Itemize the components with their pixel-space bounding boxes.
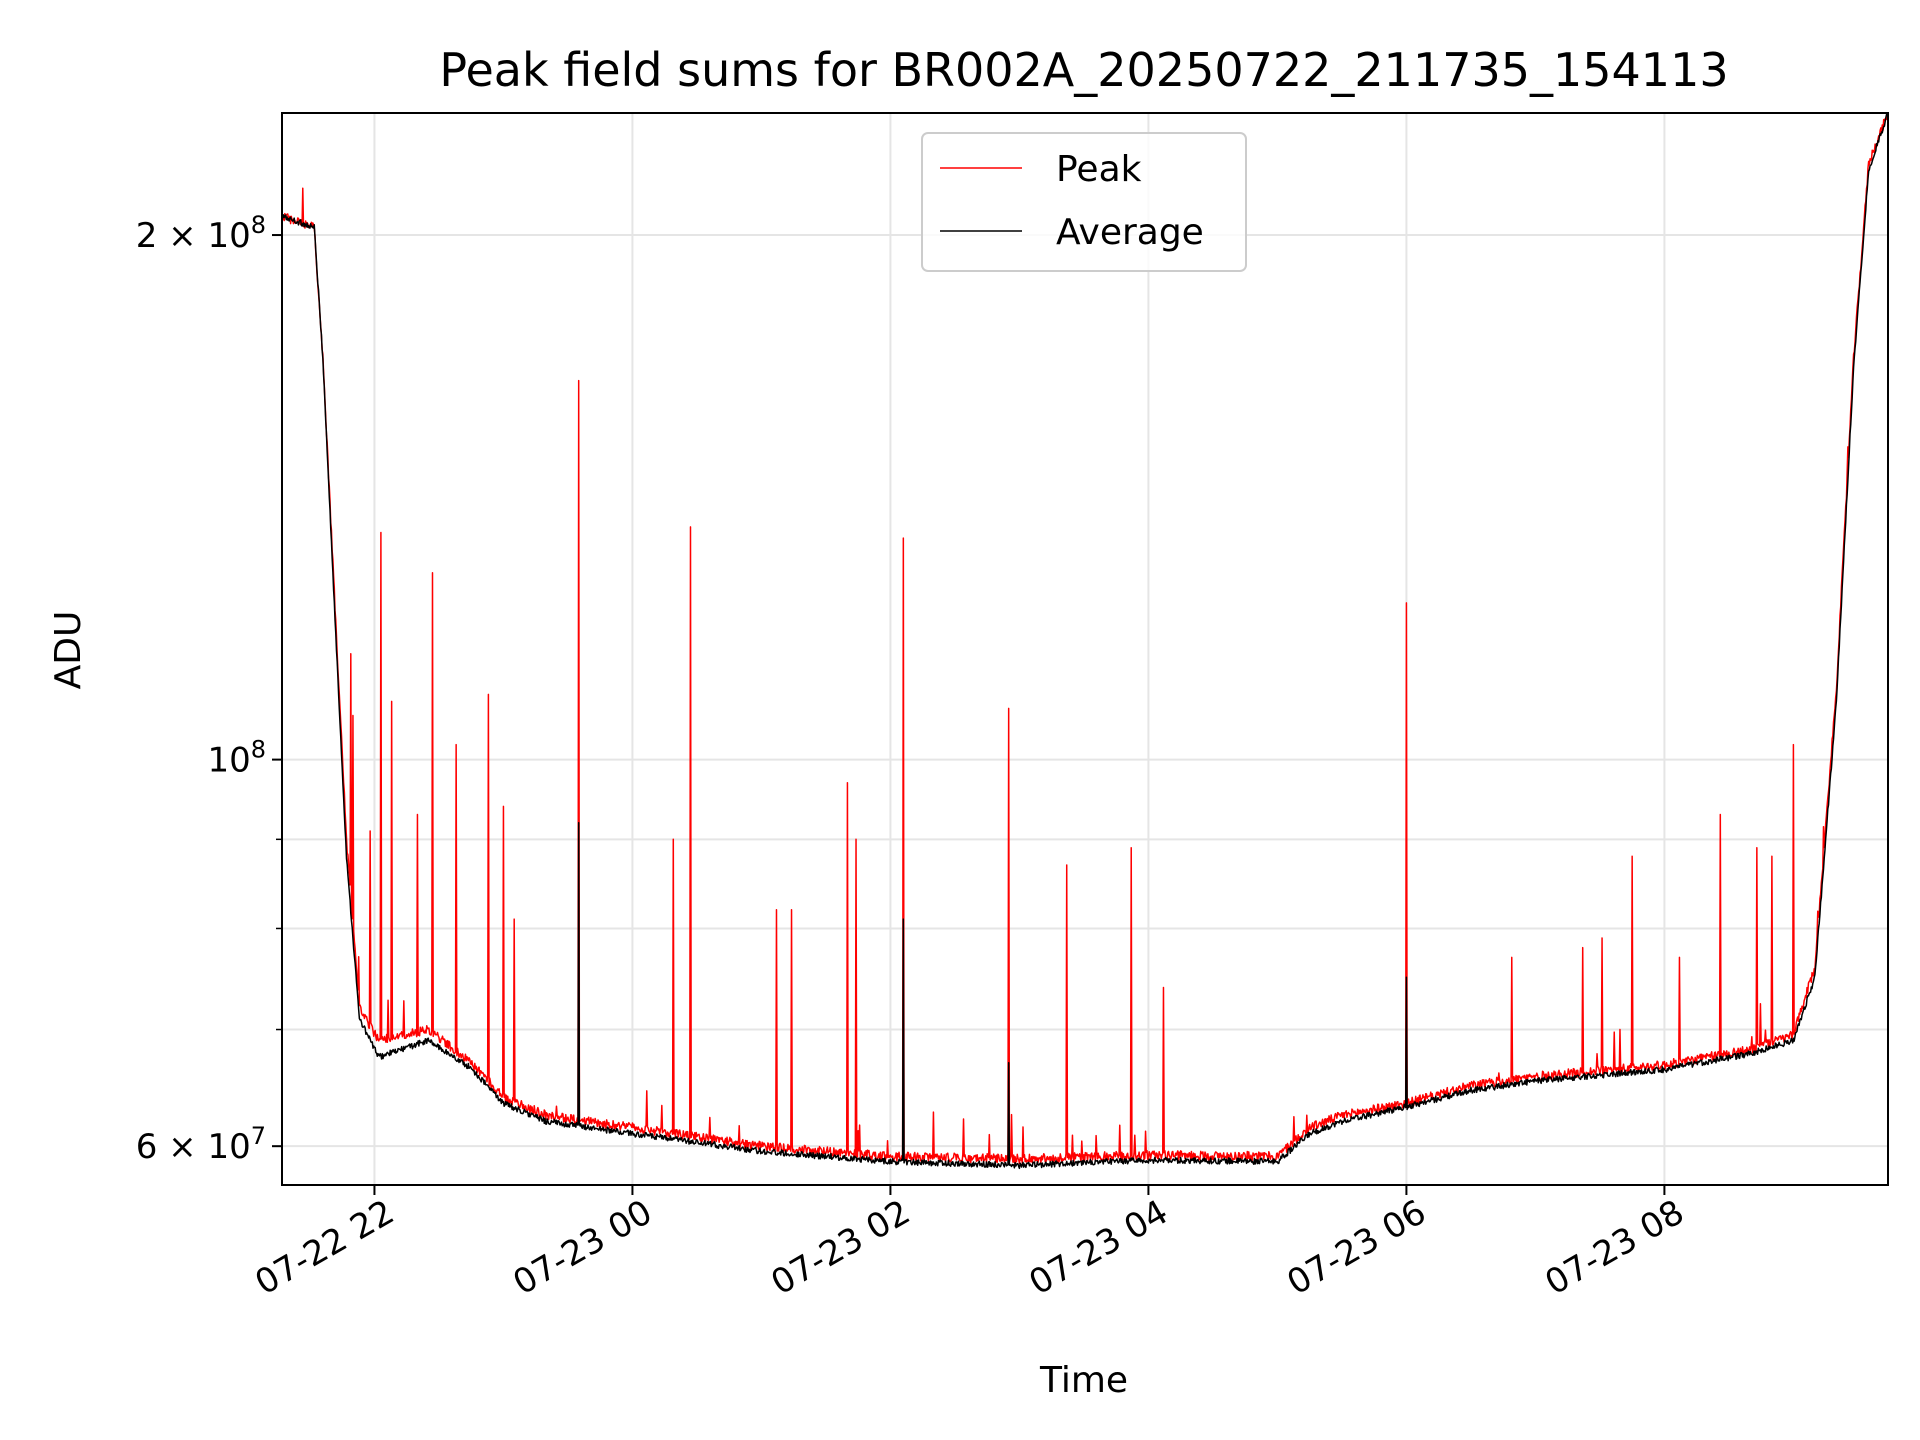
chart-title: Peak field sums for BR002A_20250722_2117… [439,43,1728,97]
y-axis-title: ADU [48,611,89,690]
y-axis: 2 × 108 108 6 × 107 [136,211,282,1167]
series-line-average [282,113,1888,1170]
series-line-peak [282,113,1888,1165]
legend-peak-label: Peak [1056,149,1142,190]
y-tick-label: 6 × 107 [136,1122,266,1167]
x-axis-title: Time [1039,1360,1128,1401]
legend-average-label: Average [1056,212,1204,253]
legend: Peak Average [921,132,1247,272]
y-tick-label: 2 × 108 [136,211,266,256]
plot-area [282,113,1888,1170]
plot-frame [281,112,1889,1186]
y-tick-label: 108 [207,736,266,781]
